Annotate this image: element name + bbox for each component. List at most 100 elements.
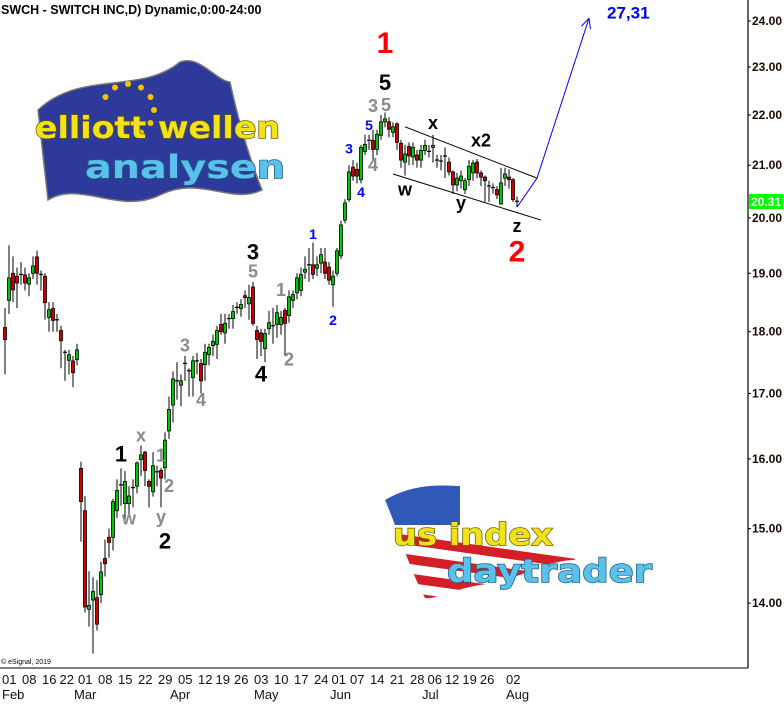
candle: [503, 167, 507, 186]
candle-body: [159, 470, 163, 479]
wave-label: y: [456, 193, 466, 213]
candle-body: [27, 277, 31, 285]
candle-body: [143, 451, 147, 471]
x-tick-label: 01: [2, 672, 16, 687]
candle-body: [339, 224, 343, 257]
candle: [223, 313, 227, 344]
candle: [23, 267, 27, 291]
x-tick-label: 01: [78, 672, 92, 687]
candle: [399, 139, 403, 168]
candle: [27, 273, 31, 297]
candle-body: [399, 142, 403, 161]
candle-body: [263, 333, 267, 350]
x-tick-label: 24: [314, 672, 328, 687]
candle-body: [135, 462, 139, 487]
candle: [227, 313, 231, 329]
candle: [95, 580, 99, 631]
candle-body: [355, 168, 359, 177]
candle: [71, 355, 75, 388]
y-tick-label: 22.00: [752, 108, 782, 122]
candle-body: [319, 254, 323, 264]
candle: [367, 134, 371, 150]
candle-body: [51, 308, 55, 321]
candle-body: [383, 118, 387, 123]
star-icon: [147, 120, 154, 126]
candle-body: [7, 277, 11, 301]
star-icon: [151, 107, 157, 113]
wave-label: 3: [368, 96, 378, 116]
x-tick-label: 02: [506, 672, 520, 687]
candle: [347, 165, 351, 202]
candle-body: [431, 144, 435, 148]
candle: [411, 142, 415, 166]
wave-label: 4: [357, 184, 365, 200]
candle-body: [67, 354, 71, 361]
candle: [451, 170, 455, 194]
x-tick-label: 05: [178, 672, 192, 687]
wave-label: w: [397, 180, 413, 200]
candle: [363, 134, 367, 155]
candle: [507, 169, 511, 189]
candle: [459, 170, 463, 189]
candle: [311, 242, 315, 280]
candle: [515, 196, 519, 208]
x-tick-label: 12: [445, 672, 459, 687]
candle: [275, 305, 279, 338]
candle: [419, 144, 423, 168]
candle: [187, 368, 191, 397]
arrow-head-icon: [581, 17, 591, 30]
candle-body: [275, 312, 279, 325]
x-tick-label: 29: [158, 672, 172, 687]
candle-body: [75, 349, 79, 361]
x-tick-label: 07: [350, 672, 364, 687]
candle-body: [199, 362, 203, 382]
wave-label: y: [156, 507, 166, 527]
x-tick-label: 12: [198, 672, 212, 687]
x-tick-label: 06: [427, 672, 441, 687]
x-tick-label: 26: [480, 672, 494, 687]
wave-label: 5: [248, 262, 258, 282]
x-tick-label: 22: [59, 672, 73, 687]
star-icon: [112, 84, 118, 91]
candle: [215, 325, 219, 360]
y-tick-label: 20.00: [752, 211, 782, 225]
candle: [67, 349, 71, 375]
candle: [415, 149, 419, 168]
flag-stripe: [385, 531, 575, 570]
y-tick-label: 21.00: [752, 158, 782, 172]
candle-body: [447, 161, 451, 173]
wave-label: x: [428, 113, 438, 133]
candle-body: [359, 146, 363, 181]
candle-body: [375, 133, 379, 150]
x-tick-label: 22: [138, 672, 152, 687]
candles: [3, 112, 519, 654]
candle: [211, 334, 215, 356]
candle: [83, 495, 87, 613]
candle-body: [123, 481, 127, 505]
candle: [119, 468, 123, 506]
star-icon: [138, 129, 144, 136]
candle: [359, 144, 363, 184]
x-tick-label: 17: [294, 672, 308, 687]
candle: [135, 461, 139, 494]
candle: [239, 299, 243, 317]
candle: [195, 352, 199, 375]
x-month-label: Apr: [170, 687, 191, 702]
candle-body: [151, 465, 155, 493]
candle-body: [511, 179, 515, 201]
candle-body: [11, 272, 15, 291]
candle: [55, 313, 59, 332]
candle: [203, 343, 207, 381]
candle-body: [327, 266, 331, 281]
candle-body: [191, 360, 195, 379]
projection-line: [516, 18, 590, 208]
candle: [219, 313, 223, 335]
wave-label: x: [136, 426, 146, 446]
x-tick-label: 10: [274, 672, 288, 687]
candle: [75, 343, 79, 366]
candle: [499, 167, 503, 205]
candle: [91, 577, 95, 654]
candle: [147, 479, 151, 508]
candle: [303, 256, 307, 280]
